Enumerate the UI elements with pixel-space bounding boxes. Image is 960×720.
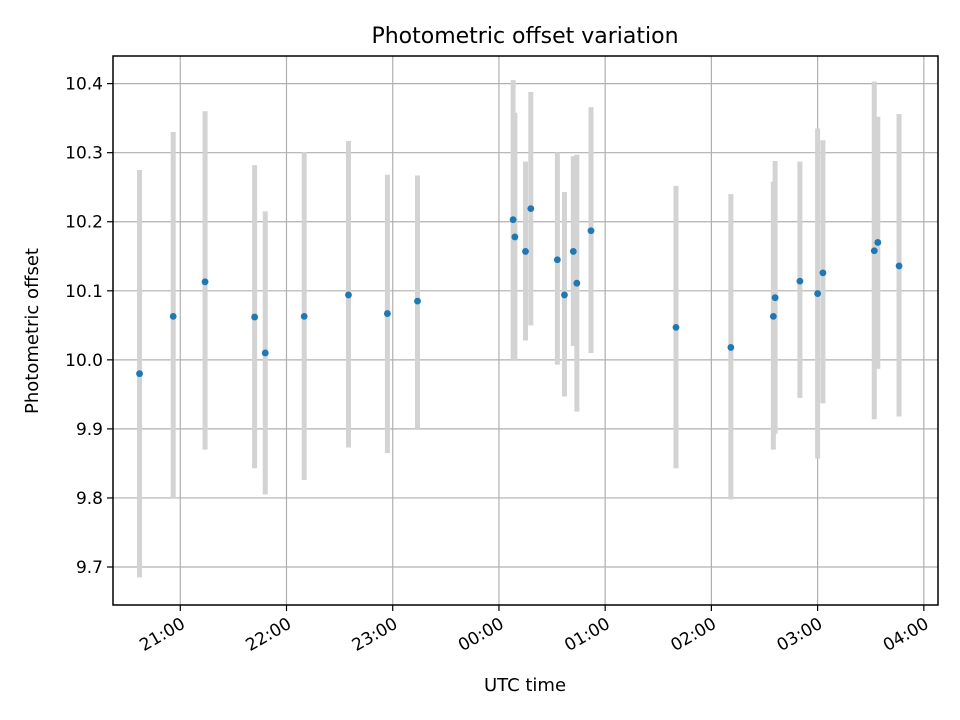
data-point xyxy=(136,370,143,378)
data-point xyxy=(819,269,827,277)
data-point xyxy=(527,205,535,213)
data-point xyxy=(573,279,581,287)
y-tick-label: 10.1 xyxy=(65,282,103,302)
x-tick-label: 02:00 xyxy=(667,614,719,656)
x-tick-label: 23:00 xyxy=(349,614,401,656)
data-point xyxy=(553,256,561,264)
y-tick-label: 10.3 xyxy=(65,144,103,164)
data-point xyxy=(587,227,595,235)
data-point xyxy=(771,294,779,302)
data-point xyxy=(569,248,577,255)
error-bars xyxy=(137,80,902,578)
data-point xyxy=(895,262,903,270)
y-axis-label: Photometric offset xyxy=(22,248,43,414)
data-point xyxy=(261,349,269,357)
data-point xyxy=(300,312,308,320)
y-tick-label: 10.4 xyxy=(65,75,103,95)
y-tick-label: 10.0 xyxy=(65,351,103,371)
y-tick-label: 10.2 xyxy=(65,213,103,233)
data-point xyxy=(345,291,352,299)
x-tick-label: 22:00 xyxy=(243,614,295,656)
x-tick-label: 01:00 xyxy=(561,614,613,656)
x-tick-label: 00:00 xyxy=(455,614,507,656)
data-point xyxy=(384,310,391,317)
data-point xyxy=(509,216,517,224)
data-point xyxy=(522,248,529,255)
data-point xyxy=(414,297,421,305)
y-tick-label: 9.8 xyxy=(76,489,103,509)
x-tick-label: 21:00 xyxy=(136,614,188,656)
x-axis: 21:00 22:00 23:00 00:00 01:00 02:00 03:00 04:00 xyxy=(136,605,932,656)
data-point xyxy=(511,233,519,241)
data-point xyxy=(201,278,209,286)
data-point xyxy=(796,277,804,285)
x-tick-label: 03:00 xyxy=(774,614,826,656)
y-tick-label: 9.9 xyxy=(76,420,103,440)
data-point xyxy=(870,247,878,255)
data-point xyxy=(727,344,735,351)
data-point xyxy=(814,290,822,297)
y-tick-label: 9.7 xyxy=(76,558,103,578)
chart-title: Photometric offset variation xyxy=(371,24,678,49)
data-point xyxy=(874,239,882,246)
y-axis: 9.7 9.8 9.9 10.0 10.1 10.2 10.3 10.4 xyxy=(65,75,113,578)
plot-frame xyxy=(112,55,939,606)
x-tick-label: 04:00 xyxy=(880,614,932,656)
x-axis-label: UTC time xyxy=(484,675,566,696)
data-point xyxy=(561,291,568,299)
data-point xyxy=(769,312,777,320)
data-point xyxy=(169,312,177,320)
data-points xyxy=(136,205,903,378)
data-point xyxy=(251,313,259,321)
data-point xyxy=(672,323,680,331)
